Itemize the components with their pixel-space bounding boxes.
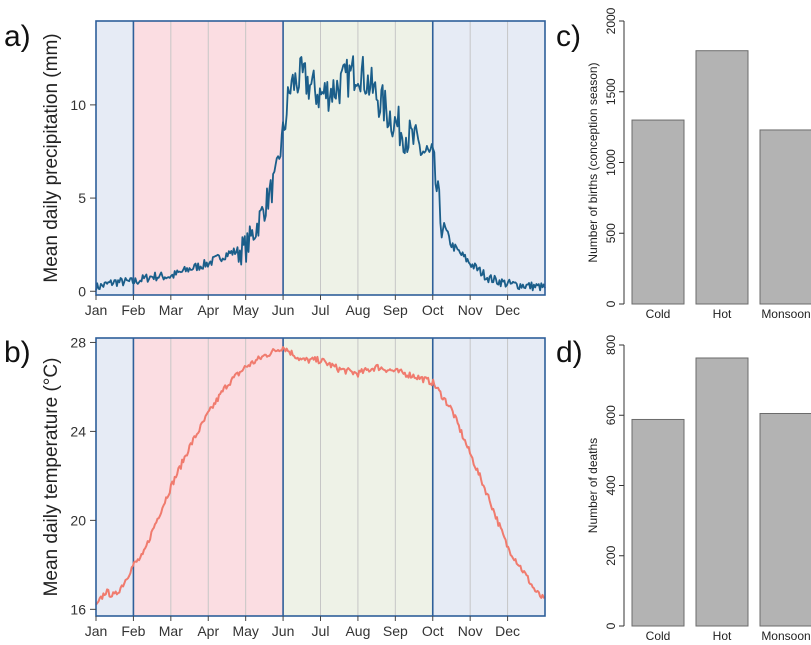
y-axis-label: Mean daily precipitation (mm) [41, 33, 62, 282]
x-tick-label: Jan [85, 302, 108, 318]
bar-monsoon [759, 412, 811, 627]
bar-monsoon [759, 129, 811, 305]
season-band-cold [96, 21, 134, 295]
temperature-chart: 16 20 24 28 Jan Feb Mar Apr May Jun Jul Aug Sep Oct No… [41, 334, 546, 639]
y-tick-label: 24 [70, 423, 86, 439]
panel-label-d: d) [556, 336, 583, 369]
y-tick-label: 200 [604, 545, 618, 565]
x-tick-label: Aug [345, 623, 370, 639]
y-tick-label: 600 [604, 405, 618, 425]
series-line [95, 55, 546, 292]
x-tick-label: Feb [121, 623, 145, 639]
x-tick-label: Feb [121, 302, 145, 318]
y-tick-label: 0 [78, 283, 86, 299]
x-tick-label: Cold [646, 629, 671, 643]
precipitation-chart: 0 5 10 Jan Feb Mar Apr May Jun Jul Aug Sep Oct Nov Dec… [41, 20, 546, 318]
x-tick-label: Dec [495, 623, 520, 639]
x-tick-label: May [232, 302, 258, 318]
y-tick-label: 10 [70, 97, 86, 113]
x-tick-label: Cold [646, 307, 671, 321]
x-tick-label: Jun [272, 623, 295, 639]
births-bar-chart: Cold Hot Monsoon 0 500 1000 1500 2000 Number of … [586, 7, 811, 321]
y-axis-label: Number of births (conception season) [586, 62, 600, 262]
deaths-bar-chart: Cold Hot Monsoon 0 200 400 600 800 Number of dea… [586, 335, 811, 643]
x-tick-label: Sep [383, 623, 408, 639]
bar-hot [695, 50, 749, 305]
x-tick-label: Jun [272, 302, 295, 318]
y-tick-label: 20 [70, 512, 86, 528]
panel-label-b: b) [4, 336, 31, 369]
bar-cold [631, 418, 685, 627]
x-tick-label: Apr [197, 302, 219, 318]
x-tick-label: Jul [312, 302, 330, 318]
x-tick-label: Nov [458, 623, 483, 639]
x-tick-label: Oct [422, 623, 444, 639]
x-tick-label: Monsoon [761, 307, 810, 321]
x-tick-label: Hot [713, 629, 732, 643]
series-line [95, 346, 546, 606]
bar-cold [631, 119, 685, 305]
y-axis-label: Mean daily temperature (°C) [41, 358, 62, 597]
x-tick-label: Monsoon [761, 629, 810, 643]
y-tick-label: 800 [604, 335, 618, 355]
y-tick-label: 16 [70, 601, 86, 617]
y-tick-label: 1500 [604, 78, 618, 105]
panel-label-c: c) [556, 20, 581, 53]
x-tick-label: Oct [422, 302, 444, 318]
x-tick-label: Jul [312, 623, 330, 639]
x-tick-label: Hot [713, 307, 732, 321]
y-tick-label: 28 [70, 334, 86, 350]
y-tick-label: 1000 [604, 149, 618, 176]
y-tick-label: 0 [604, 622, 618, 629]
y-tick-label: 0 [604, 300, 618, 307]
x-tick-label: Mar [159, 302, 183, 318]
x-tick-label: May [232, 623, 258, 639]
season-band-cold [432, 338, 545, 616]
y-tick-label: 5 [78, 190, 86, 206]
x-tick-label: Jan [85, 623, 108, 639]
x-tick-label: Sep [383, 302, 408, 318]
y-axis-label: Number of deaths [586, 438, 600, 533]
bar-hot [695, 357, 749, 627]
season-band-cold [432, 21, 545, 295]
y-tick-label: 400 [604, 475, 618, 495]
x-tick-label: Dec [495, 302, 520, 318]
x-tick-label: Aug [345, 302, 370, 318]
x-tick-label: Nov [458, 302, 483, 318]
y-tick-label: 2000 [604, 7, 618, 34]
season-band-cold [96, 338, 134, 616]
x-tick-label: Apr [197, 623, 219, 639]
x-tick-label: Mar [159, 623, 183, 639]
y-tick-label: 500 [604, 223, 618, 243]
panel-label-a: a) [4, 20, 31, 53]
